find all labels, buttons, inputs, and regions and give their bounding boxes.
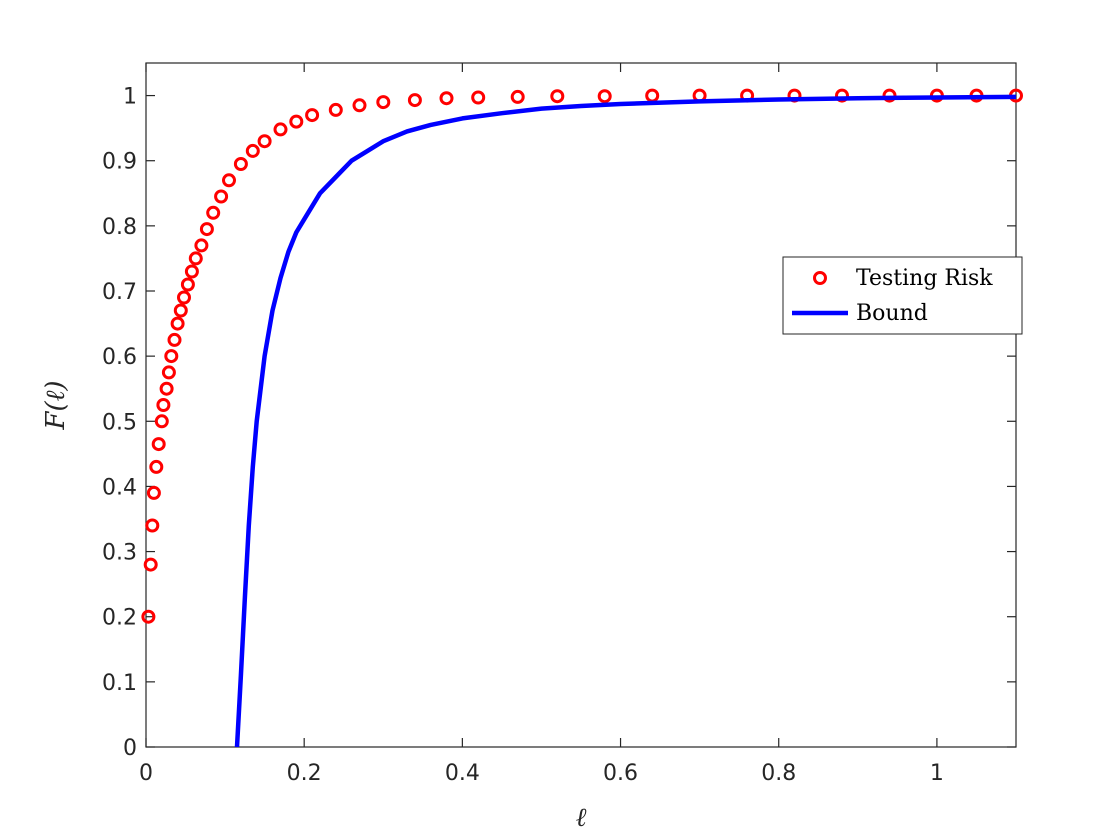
- data-point-testing-risk: [164, 349, 179, 364]
- data-point-testing-risk: [167, 332, 182, 347]
- x-tick-label: 0.4: [445, 761, 480, 786]
- data-point-testing-risk: [173, 303, 188, 318]
- data-point-testing-risk: [206, 205, 221, 220]
- data-point-testing-risk: [328, 102, 343, 117]
- data-point-testing-risk: [510, 89, 525, 104]
- data-point-testing-risk: [145, 518, 160, 533]
- y-tick-label: 0.4: [102, 475, 137, 500]
- data-point-testing-risk: [156, 398, 171, 412]
- data-point-testing-risk: [159, 381, 174, 396]
- y-tick-label: 0.7: [102, 280, 137, 305]
- data-point-testing-risk: [376, 95, 391, 110]
- data-point-testing-risk: [146, 485, 161, 500]
- data-point-testing-risk: [597, 89, 612, 104]
- x-axis-ticks: 0 0.2 0.4 0.6 0.8 1: [139, 63, 944, 786]
- data-point-testing-risk: [170, 316, 185, 331]
- series-layer: [141, 88, 1023, 748]
- data-point-testing-risk: [184, 264, 199, 279]
- data-point-testing-risk: [180, 277, 195, 292]
- y-axis-label: F(ℓ): [41, 380, 71, 430]
- data-point-testing-risk: [233, 157, 248, 171]
- y-tick-label: 0.2: [102, 606, 137, 631]
- data-point-testing-risk: [151, 437, 166, 452]
- data-point-testing-risk: [471, 90, 486, 105]
- data-point-testing-risk: [214, 189, 229, 204]
- data-point-testing-risk: [161, 365, 176, 380]
- data-point-testing-risk: [177, 290, 191, 305]
- y-tick-label: 0.3: [102, 541, 137, 566]
- data-point-testing-risk: [352, 98, 367, 113]
- data-point-testing-risk: [141, 609, 156, 624]
- x-tick-label: 0.2: [287, 761, 322, 786]
- y-tick-label: 0.8: [102, 215, 137, 240]
- y-tick-label: 0.1: [102, 671, 137, 696]
- data-point-testing-risk: [194, 238, 209, 253]
- legend-box: [782, 256, 1023, 335]
- legend-label-bound: Bound: [856, 301, 928, 326]
- data-point-testing-risk: [154, 414, 169, 429]
- data-point-testing-risk: [439, 91, 454, 106]
- x-axis-label: ℓ: [576, 803, 587, 833]
- data-point-testing-risk: [289, 114, 304, 129]
- y-tick-label: 0: [123, 736, 137, 761]
- x-tick-label: 0.8: [761, 761, 796, 786]
- series-line-bound: [234, 94, 1017, 748]
- data-point-testing-risk: [882, 88, 897, 103]
- data-point-testing-risk: [245, 143, 260, 158]
- data-point-testing-risk: [143, 557, 158, 572]
- data-point-testing-risk: [149, 459, 164, 474]
- y-tick-label: 1: [123, 85, 137, 110]
- legend: Testing Risk Bound: [782, 256, 1023, 335]
- data-point-testing-risk: [199, 222, 214, 237]
- data-point-testing-risk: [407, 93, 422, 108]
- y-axis-ticks: 0 0.1 0.2 0.3 0.4 0.5 0.6 0.7 0.8 0.9 1: [102, 85, 1016, 761]
- data-point-testing-risk: [257, 134, 272, 149]
- data-point-testing-risk: [550, 89, 565, 104]
- x-tick-label: 1: [930, 761, 944, 786]
- legend-label-testing-risk: Testing Risk: [856, 266, 993, 291]
- x-tick-label: 0.6: [603, 761, 638, 786]
- legend-marker-testing-risk: [813, 271, 827, 285]
- data-point-testing-risk: [222, 173, 236, 188]
- x-tick-label: 0: [139, 761, 153, 786]
- y-tick-label: 0.5: [102, 410, 137, 435]
- y-tick-label: 0.9: [102, 150, 137, 175]
- data-point-testing-risk: [835, 88, 849, 103]
- y-tick-label: 0.6: [102, 345, 137, 370]
- plot-area: [145, 62, 1017, 748]
- data-point-testing-risk: [305, 108, 320, 123]
- data-point-testing-risk: [273, 122, 288, 137]
- data-point-testing-risk: [188, 251, 203, 266]
